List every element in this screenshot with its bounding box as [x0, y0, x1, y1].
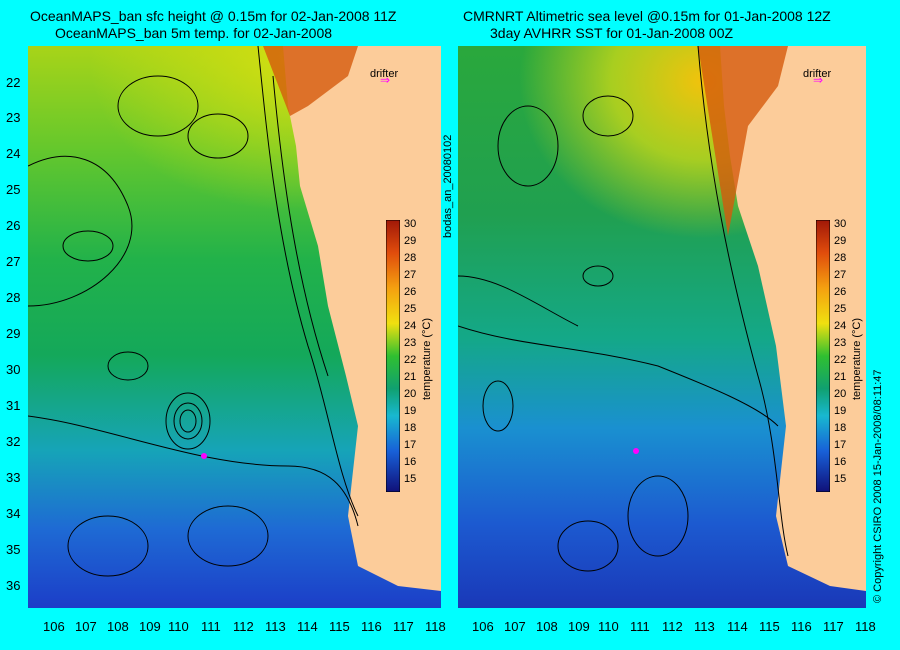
colorbar-tick: 15 — [404, 473, 417, 485]
x-tick: 110 — [598, 619, 619, 634]
x-tick: 118 — [425, 619, 446, 634]
y-tick: 24 — [6, 146, 21, 161]
colorbar-tick: 26 — [404, 286, 417, 298]
colorbar-tick: 20 — [404, 388, 417, 400]
x-tick: 111 — [630, 619, 650, 634]
left-colorbar — [386, 220, 400, 492]
left-map-panel: ⇒ — [28, 46, 441, 608]
colorbar-tick: 19 — [834, 405, 847, 417]
drifter-point — [201, 453, 207, 459]
y-tick: 36 — [6, 578, 21, 593]
colorbar-tick: 23 — [404, 337, 417, 349]
x-tick: 113 — [694, 619, 715, 634]
contour-lines — [458, 46, 789, 572]
right-title-line1: CMRNRT Altimetric sea level @0.15m for 0… — [463, 8, 831, 24]
colorbar-tick: 30 — [834, 218, 847, 230]
x-tick: 106 — [472, 619, 494, 634]
drifter-marker: ⇒ — [380, 73, 390, 87]
colorbar-tick: 18 — [404, 422, 417, 434]
colorbar-tick: 29 — [834, 235, 847, 247]
left-colorbar-title: temperature (°C) — [421, 317, 433, 400]
x-tick: 110 — [168, 619, 189, 634]
y-tick: 30 — [6, 362, 21, 377]
colorbar-tick: 16 — [404, 456, 417, 468]
colorbar-tick: 17 — [404, 439, 417, 451]
left-title-line1: OceanMAPS_ban sfc height @ 0.15m for 02-… — [30, 8, 397, 24]
x-tick: 114 — [297, 619, 318, 634]
colorbar-tick: 21 — [404, 371, 417, 383]
hot-coast — [698, 46, 788, 236]
colorbar-tick: 23 — [834, 337, 847, 349]
x-tick: 117 — [823, 619, 844, 634]
x-tick: 107 — [504, 619, 526, 634]
colorbar-tick: 25 — [834, 303, 847, 315]
x-tick: 113 — [265, 619, 286, 634]
x-tick: 115 — [329, 619, 350, 634]
x-tick: 117 — [393, 619, 414, 634]
right-drifter-label: drifter — [803, 68, 832, 80]
x-tick: 116 — [361, 619, 382, 634]
colorbar-tick: 29 — [404, 235, 417, 247]
x-tick: 115 — [759, 619, 780, 634]
colorbar-tick: 18 — [834, 422, 847, 434]
x-tick: 108 — [536, 619, 558, 634]
y-tick: 25 — [6, 182, 21, 197]
colorbar-tick: 22 — [834, 354, 847, 366]
hot-coast — [263, 46, 358, 116]
colorbar-tick: 22 — [404, 354, 417, 366]
left-title-line2: OceanMAPS_ban 5m temp. for 02-Jan-2008 — [55, 25, 333, 41]
y-tick: 22 — [6, 75, 21, 90]
colorbar-tick: 19 — [404, 405, 417, 417]
colorbar-tick: 26 — [834, 286, 847, 298]
x-tick: 108 — [107, 619, 129, 634]
contour-lines — [28, 46, 359, 577]
y-tick: 28 — [6, 290, 21, 305]
right-colorbar-title: temperature (°C) — [851, 317, 863, 400]
right-map-panel: ⇒ — [458, 46, 866, 608]
x-tick: 116 — [791, 619, 812, 634]
colorbar-tick: 27 — [404, 269, 417, 281]
x-tick: 109 — [139, 619, 161, 634]
right-title-line2: 3day AVHRR SST for 01-Jan-2008 00Z — [490, 25, 734, 41]
copyright-label: © Copyright CSIRO 2008 15-Jan-2008/08:11… — [872, 369, 884, 603]
y-tick: 34 — [6, 506, 21, 521]
y-tick: 26 — [6, 218, 21, 233]
x-tick: 109 — [568, 619, 590, 634]
colorbar-tick: 30 — [404, 218, 417, 230]
colorbar-tick: 17 — [834, 439, 847, 451]
coastline-land — [283, 46, 441, 591]
run-id-label: bodas_an_20080102 — [442, 134, 454, 238]
y-tick: 23 — [6, 110, 21, 125]
y-tick: 33 — [6, 470, 21, 485]
colorbar-tick: 27 — [834, 269, 847, 281]
colorbar-tick: 21 — [834, 371, 847, 383]
colorbar-tick: 28 — [404, 252, 417, 264]
left-drifter-label: drifter — [370, 68, 399, 80]
x-tick: 118 — [855, 619, 876, 634]
colorbar-tick: 25 — [404, 303, 417, 315]
x-tick: 106 — [43, 619, 65, 634]
colorbar-tick: 24 — [834, 320, 847, 332]
x-tick: 111 — [201, 619, 221, 634]
x-tick: 112 — [233, 619, 254, 634]
y-tick: 29 — [6, 326, 21, 341]
x-tick: 112 — [662, 619, 683, 634]
colorbar-tick: 28 — [834, 252, 847, 264]
y-tick: 31 — [6, 398, 21, 413]
drifter-point — [633, 448, 639, 454]
x-tick: 114 — [727, 619, 748, 634]
y-tick: 27 — [6, 254, 21, 269]
y-tick: 35 — [6, 542, 21, 557]
y-tick: 32 — [6, 434, 21, 449]
drifter-marker: ⇒ — [813, 73, 823, 87]
colorbar-tick: 24 — [404, 320, 417, 332]
x-tick: 107 — [75, 619, 97, 634]
colorbar-tick: 16 — [834, 456, 847, 468]
right-colorbar — [816, 220, 830, 492]
colorbar-tick: 20 — [834, 388, 847, 400]
colorbar-tick: 15 — [834, 473, 847, 485]
